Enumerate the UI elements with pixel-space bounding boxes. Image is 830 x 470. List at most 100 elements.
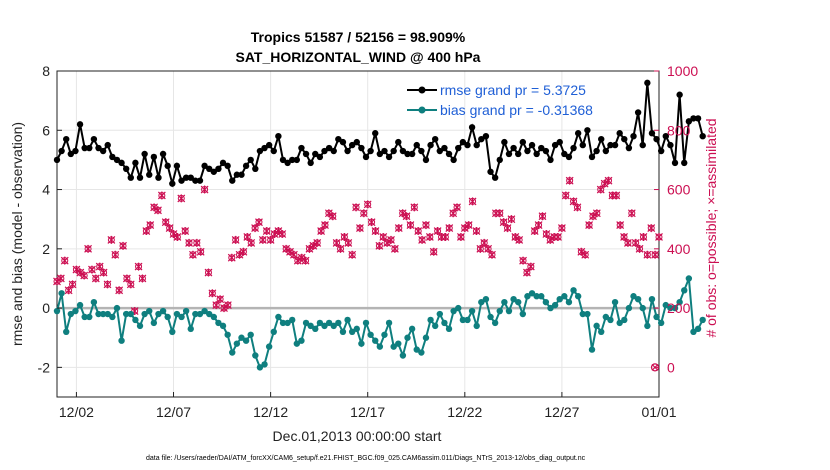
obs-count-point: [169, 230, 178, 238]
obs-assimilated-marker: [328, 212, 337, 221]
bias-point: [178, 313, 185, 321]
bias-point: [104, 310, 111, 318]
obs-assimilated-marker: [573, 203, 582, 212]
bias-point: [127, 310, 134, 318]
obs-assimilated-marker: [375, 241, 384, 250]
rmse-point: [468, 124, 476, 131]
obs-count-point: [402, 212, 411, 221]
obs-assimilated-marker: [534, 221, 543, 230]
bias-point: [667, 304, 674, 312]
rmse-point: [302, 150, 310, 158]
obs-assimilated-marker: [189, 250, 197, 259]
bias-point: [607, 316, 614, 324]
obs-assimilated-marker: [616, 221, 625, 230]
rmse-point: [561, 150, 568, 158]
rmse-point: [464, 141, 471, 149]
obs-count-point: [216, 295, 225, 304]
rmse-point: [127, 174, 134, 181]
rmse-point: [275, 133, 282, 140]
bias-point: [90, 298, 98, 306]
obs-assimilated-marker: [383, 238, 392, 247]
y-tick-label: 6: [42, 122, 50, 138]
obs-assimilated-marker: [173, 232, 182, 241]
bias-point: [67, 310, 75, 318]
rmse-point: [141, 150, 148, 158]
rmse-point: [205, 165, 213, 172]
obs-count-point: [332, 238, 341, 247]
rmse-point: [574, 130, 582, 137]
obs-count-point: [189, 250, 197, 259]
obs-assimilated-marker: [422, 221, 430, 230]
rmse-point: [653, 135, 660, 143]
obs-assimilated-marker: [476, 244, 485, 253]
rmse-point: [229, 177, 236, 184]
rmse-point: [164, 162, 171, 170]
obs-assimilated-marker: [554, 232, 562, 241]
obs-count-point: [635, 244, 644, 253]
obs-count-point: [422, 221, 430, 230]
obs-assimilated-marker: [441, 232, 450, 241]
obs-assimilated-marker: [340, 232, 349, 241]
obs-count-point: [519, 256, 527, 265]
bias-point: [247, 331, 254, 338]
obs-count-point: [495, 209, 504, 218]
bias-point: [491, 319, 499, 327]
obs-count-point: [367, 218, 376, 227]
y2-tick-label: 400: [667, 241, 691, 257]
rmse-point: [90, 135, 98, 143]
obs-assimilated-marker: [480, 238, 489, 247]
obs-count-point: [293, 256, 302, 265]
bias-point: [95, 310, 102, 318]
x-tick-label: 12/12: [253, 404, 288, 420]
obs-count-point: [616, 221, 625, 230]
rmse-point: [528, 141, 536, 149]
obs-count-point: [554, 232, 562, 241]
rmse-point: [312, 150, 319, 158]
obs-count-point: [161, 218, 170, 227]
rmse-point: [279, 156, 287, 164]
obs-count-point: [620, 232, 628, 241]
obs-count-point: [429, 247, 438, 256]
obs-assimilated-marker: [255, 218, 263, 227]
obs-count-point: [647, 224, 656, 233]
rmse-point: [215, 165, 222, 172]
rmse-point: [196, 177, 204, 184]
obs-count-point: [569, 197, 578, 206]
obs-assimilated-marker: [119, 241, 127, 250]
rmse-point: [644, 79, 651, 87]
obs-assimilated-marker: [546, 235, 555, 244]
rmse-point: [519, 138, 527, 146]
rmse-point: [265, 141, 273, 149]
y-tick-label: 0: [42, 300, 50, 316]
bias-point: [367, 331, 374, 338]
rmse-point: [118, 159, 125, 167]
obs-assimilated-marker: [60, 256, 69, 265]
rmse-point: [671, 159, 679, 167]
obs-assimilated-marker: [72, 265, 81, 274]
obs-assimilated-marker: [157, 191, 166, 200]
rmse-point: [95, 144, 102, 152]
bias-point: [284, 319, 291, 327]
obs-assimilated-marker: [515, 235, 524, 244]
obs-count-point: [251, 224, 260, 233]
obs-assimilated-marker: [499, 218, 508, 227]
obs-count-point: [80, 271, 89, 280]
obs-assimilated-marker: [107, 235, 116, 244]
obs-assimilated-marker: [247, 238, 256, 247]
y2-tick-label: 0: [667, 359, 675, 375]
obs-count-point: [91, 274, 100, 283]
bias-point: [362, 319, 370, 327]
obs-assimilated-marker: [181, 227, 190, 236]
obs-assimilated-marker: [538, 212, 547, 221]
bias-point: [316, 319, 324, 327]
obs-count-point: [359, 209, 368, 218]
obs-assimilated-marker: [604, 176, 613, 185]
obs-count-point: [371, 227, 380, 236]
bias-point: [427, 316, 434, 324]
obs-count-point: [204, 268, 213, 277]
bias-point: [450, 307, 457, 315]
rmse-point: [524, 147, 531, 155]
obs-count-point: [530, 227, 539, 236]
obs-assimilated-marker: [530, 227, 539, 236]
obs-assimilated-marker: [220, 304, 228, 313]
